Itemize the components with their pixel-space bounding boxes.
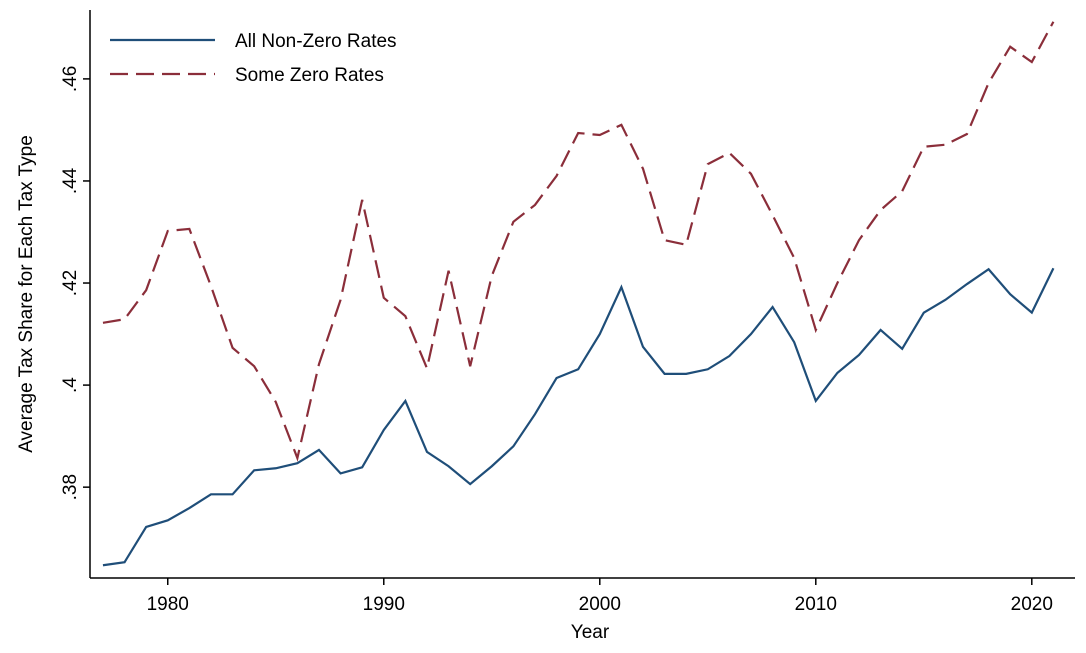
y-tick-label: .46 [60, 66, 81, 92]
y-tick-label: .42 [60, 270, 81, 296]
y-tick-label: .44 [60, 167, 81, 194]
y-tick-label: .38 [60, 474, 81, 500]
x-tick-label: 2020 [1011, 594, 1053, 615]
x-axis-label: Year [571, 622, 610, 643]
line-series [102, 21, 1055, 462]
line-series [102, 267, 1055, 567]
x-tick-label: 2010 [795, 594, 837, 615]
x-tick-label: 1980 [147, 594, 189, 615]
y-axis-label: Average Tax Share for Each Tax Type [16, 135, 37, 453]
x-tick-label: 2000 [579, 594, 621, 615]
x-tick-label: 1990 [363, 594, 405, 615]
legend-label: All Non-Zero Rates [235, 31, 397, 52]
y-tick-label: .4 [60, 377, 81, 393]
legend-label: Some Zero Rates [235, 65, 384, 86]
